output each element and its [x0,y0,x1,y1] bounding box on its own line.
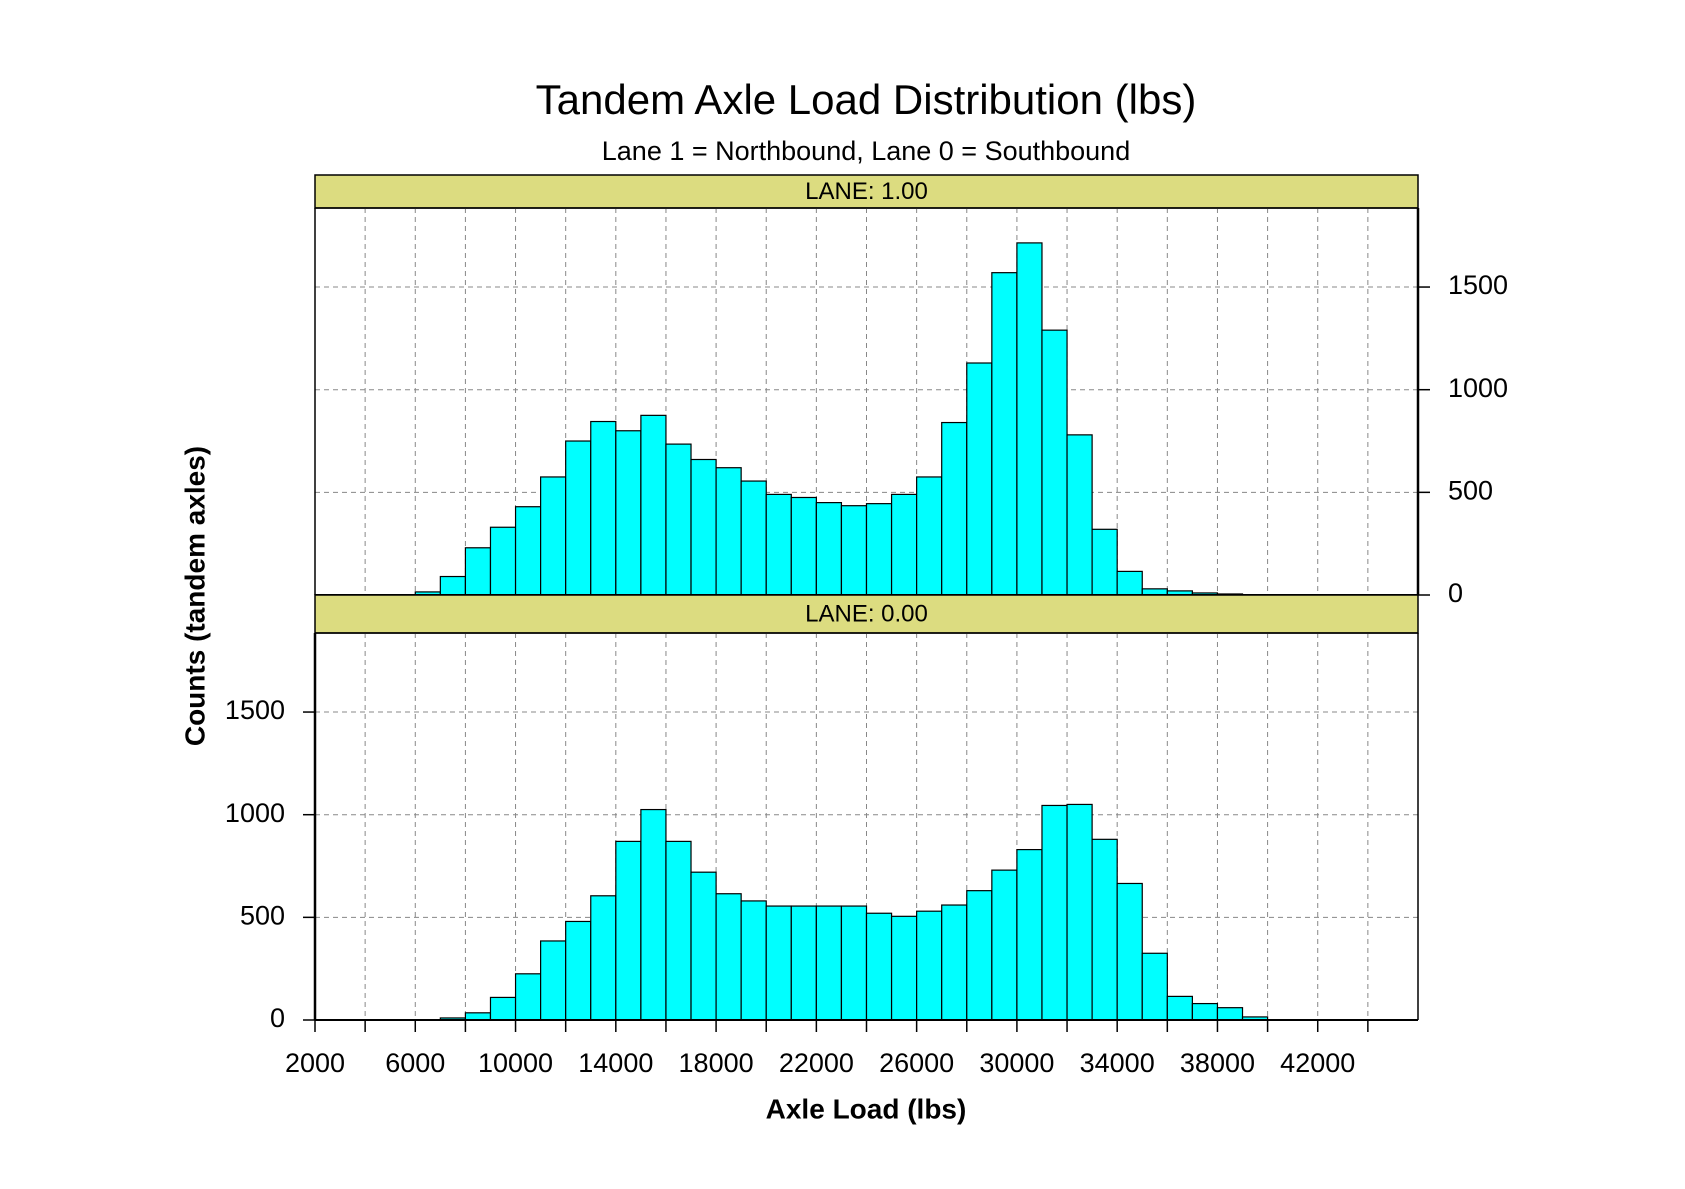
bar [590,895,617,1021]
bar [665,443,692,596]
bar [715,467,742,596]
bar [916,910,943,1021]
bar [540,940,567,1021]
y-tick-label: 500 [1448,475,1493,505]
x-tick-label: 38000 [1180,1048,1255,1078]
y-tick-label: 500 [240,900,285,930]
panel-strip [314,174,1419,209]
bar [640,808,667,1021]
bar [815,502,843,596]
bar [1116,570,1143,596]
bar [590,420,617,596]
bar [941,904,968,1021]
bar [690,458,717,596]
bar [565,920,592,1021]
bar [464,547,492,596]
x-tick-label: 6000 [385,1048,445,1078]
bar [489,526,517,596]
bar [790,905,817,1021]
bar [1016,848,1043,1021]
bar [740,900,767,1021]
bar [840,905,868,1021]
x-axis-label: Axle Load (lbs) [766,1093,967,1124]
bar [1116,882,1143,1021]
x-tick-label: 2000 [285,1048,345,1078]
bar [715,893,742,1021]
bar [1041,804,1068,1021]
bar [890,493,918,596]
bar [765,493,792,596]
bar [916,476,943,596]
bar [514,973,542,1021]
bar [1166,995,1193,1021]
bar [514,506,542,596]
bar [865,912,893,1021]
y-tick-label: 1000 [1448,373,1508,403]
x-tick-label: 30000 [979,1048,1054,1078]
bar [790,496,817,596]
bar [690,871,717,1021]
bar [1066,803,1093,1021]
panel-title: LANE: 1.00 [805,178,928,205]
bar [966,890,993,1021]
bar [1041,329,1068,596]
bar [489,996,517,1021]
y-tick-label: 0 [270,1003,285,1033]
x-tick-label: 22000 [779,1048,854,1078]
bar [665,840,692,1021]
bar [1091,528,1118,596]
x-tick-label: 10000 [478,1048,553,1078]
chart-subtitle: Lane 1 = Northbound, Lane 0 = Southbound [602,136,1130,166]
panel-title: LANE: 0.00 [805,600,928,627]
bar [840,505,868,596]
bar [1141,952,1168,1021]
bar [615,840,642,1021]
bar [740,480,767,596]
bar [941,421,968,596]
x-tick-label: 42000 [1280,1048,1355,1078]
chart-title: Tandem Axle Load Distribution (lbs) [536,76,1197,123]
y-tick-label: 0 [1448,578,1463,608]
bar [439,575,467,596]
bar [1066,434,1093,596]
y-tick-label: 1000 [225,798,285,828]
bar [890,915,918,1021]
y-axis-label: Counts (tandem axles) [179,446,210,746]
bar [991,869,1018,1021]
bar [540,476,567,596]
bar [640,414,667,596]
x-tick-label: 34000 [1080,1048,1155,1078]
x-tick-label: 26000 [879,1048,954,1078]
bar [1191,1002,1219,1021]
bar [1216,1007,1244,1021]
bar [464,1012,492,1021]
bar [991,272,1018,596]
y-tick-label: 1500 [1448,270,1508,300]
bar [966,362,993,596]
bar [1091,838,1118,1021]
bar [615,430,642,596]
bar [815,905,843,1021]
x-tick-label: 14000 [578,1048,653,1078]
bar [565,440,592,596]
x-tick-label: 18000 [679,1048,754,1078]
bar [1016,242,1043,596]
bar [865,503,893,596]
bar [765,905,792,1021]
y-tick-label: 1500 [225,695,285,725]
